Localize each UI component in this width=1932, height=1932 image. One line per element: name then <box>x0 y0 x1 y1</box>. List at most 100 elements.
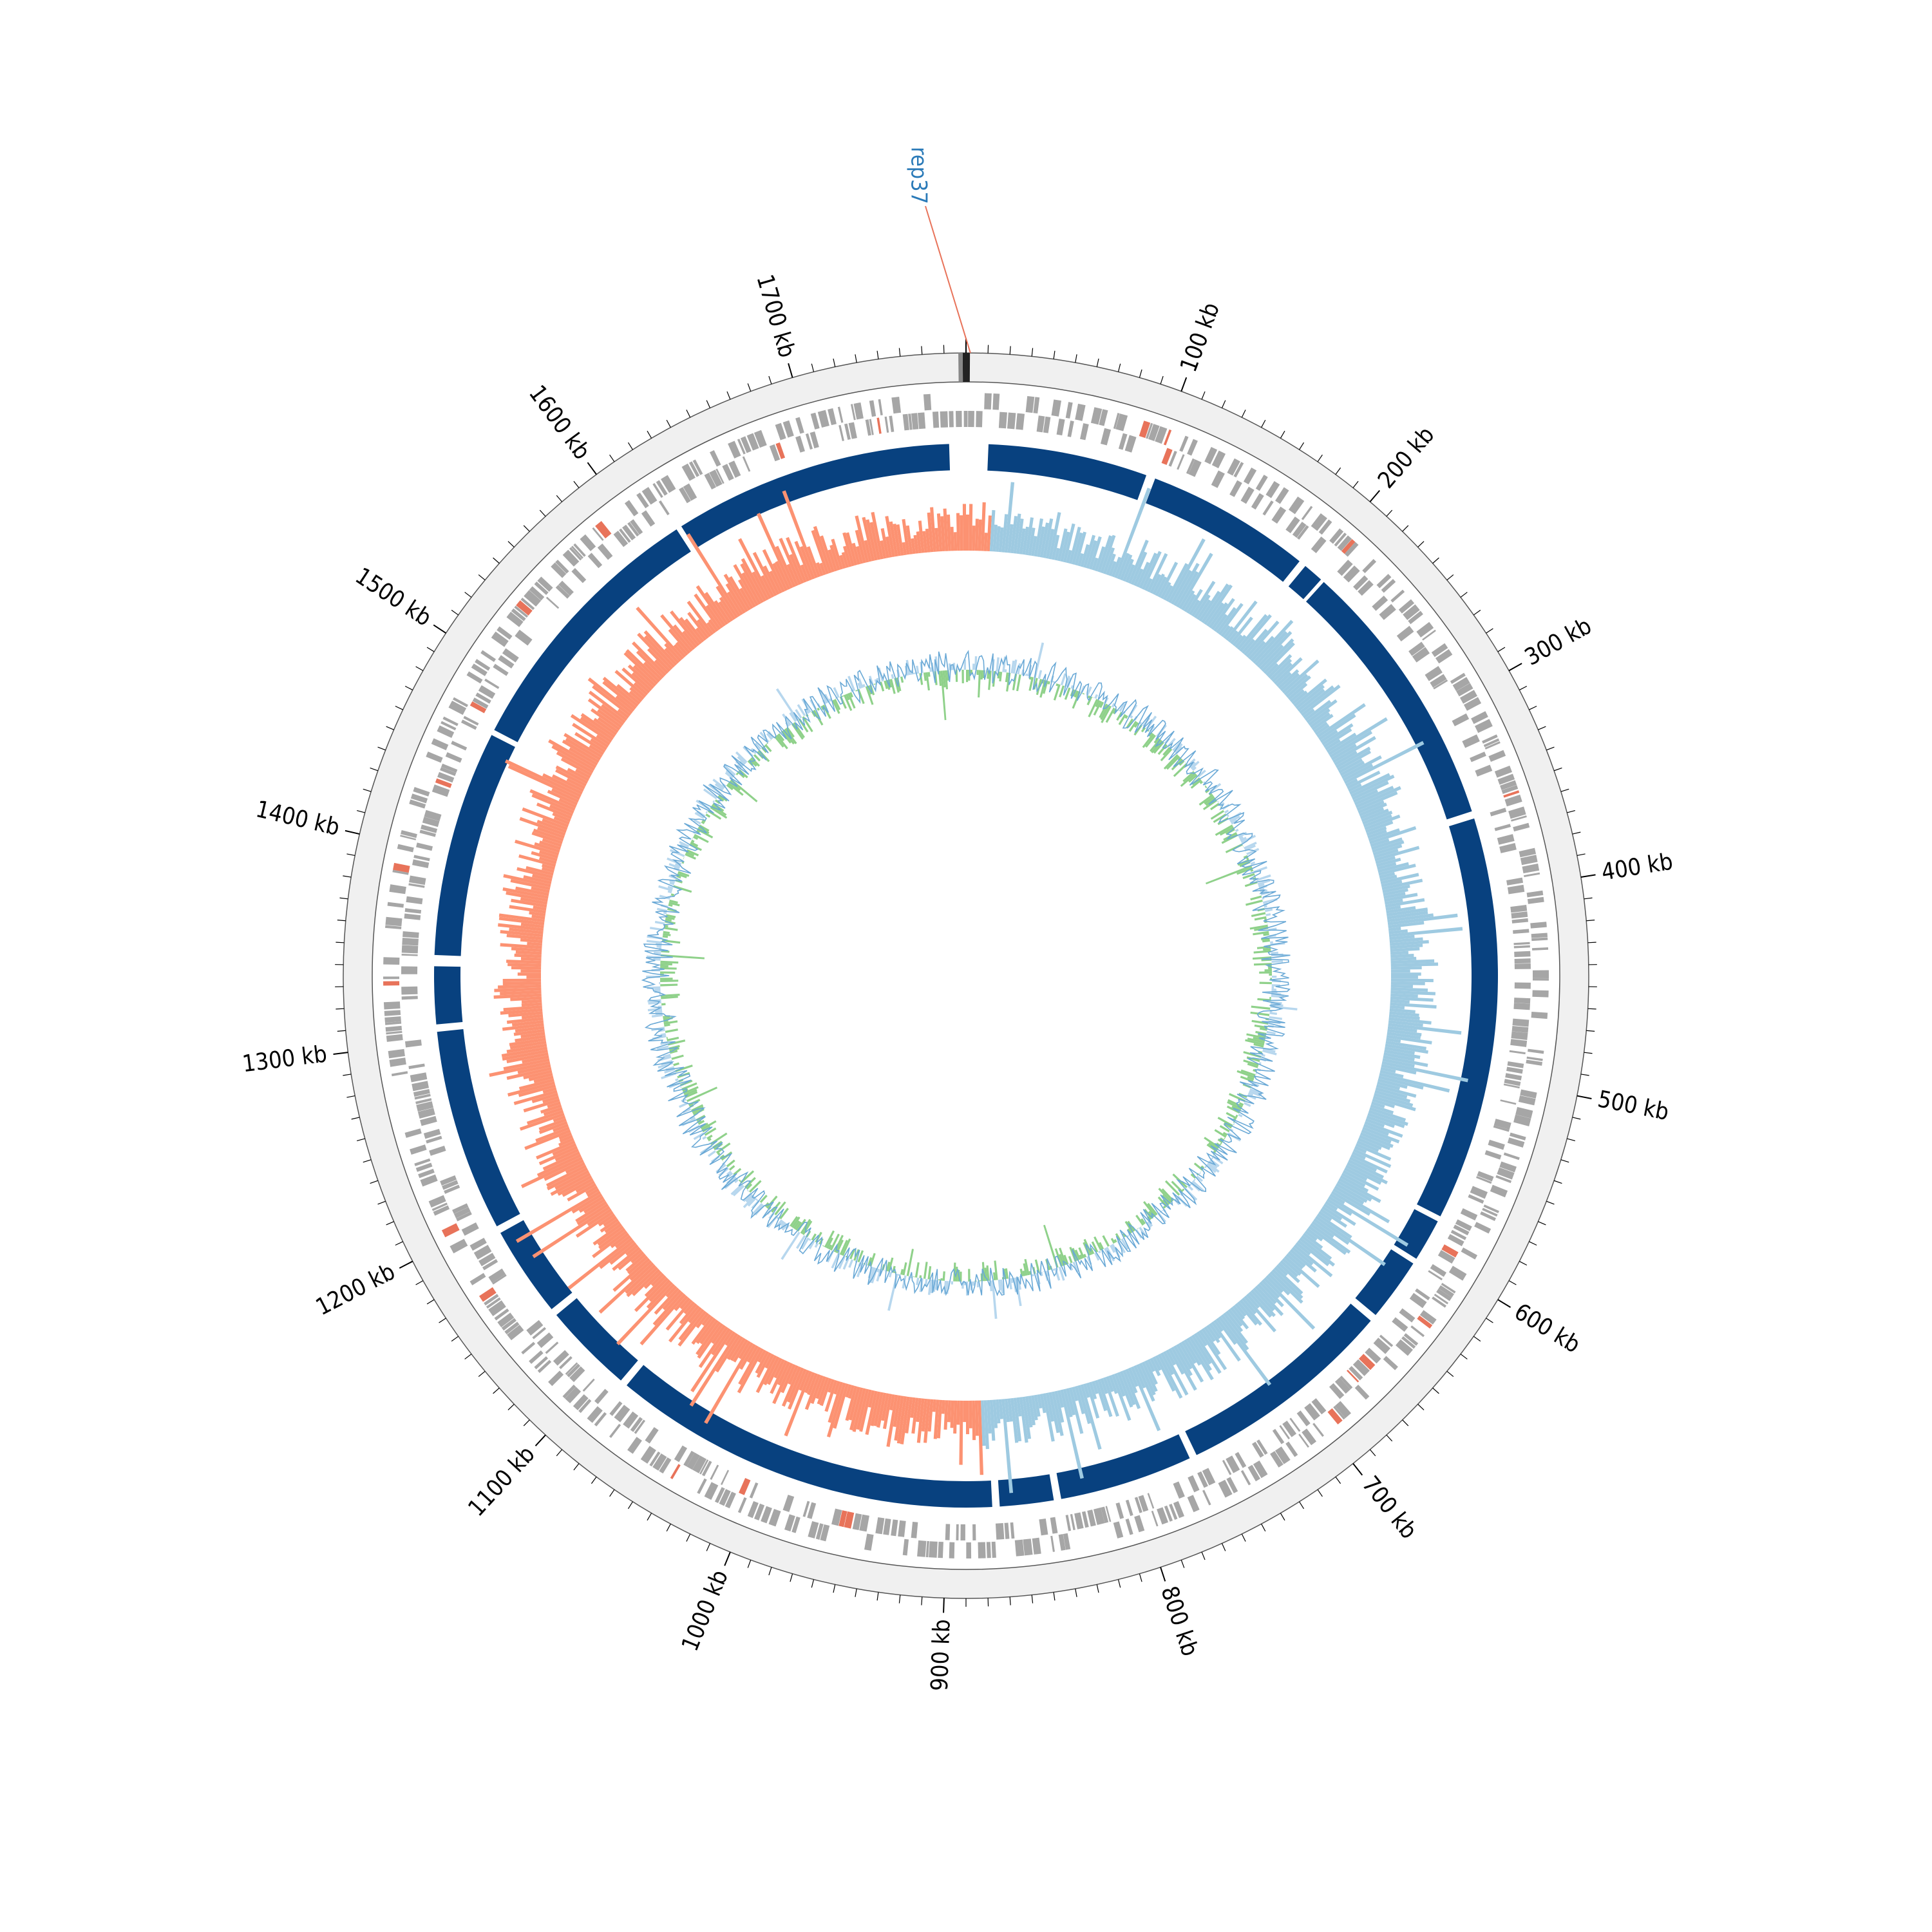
gc-skew-positive <box>1204 584 1233 625</box>
gc-skew-negative <box>644 635 676 668</box>
gc-content-bar <box>1246 1056 1260 1063</box>
gc-skew-positive <box>1388 927 1463 938</box>
minor-tick <box>1386 1434 1393 1442</box>
gc-skew-negative <box>500 930 544 938</box>
gc-content-bar <box>1247 1092 1254 1096</box>
gene-feature <box>428 1195 446 1208</box>
gc-skew-negative <box>632 665 656 687</box>
gene-feature <box>1252 1441 1264 1458</box>
gc-content-bar <box>1254 927 1269 931</box>
gene-feature <box>917 1540 927 1557</box>
gc-content-bar <box>656 945 662 948</box>
gc-skew-negative <box>649 1279 671 1302</box>
gc-skew-negative <box>956 513 960 551</box>
gc-skew-positive <box>1366 826 1387 836</box>
gc-skew-negative <box>673 624 696 650</box>
gene-feature <box>410 1072 428 1083</box>
minor-tick <box>1139 369 1142 378</box>
gc-skew-positive <box>1331 1190 1371 1216</box>
gc-skew-positive <box>1016 518 1024 554</box>
gene-feature <box>1482 1208 1498 1217</box>
gc-content-bar <box>1249 1088 1263 1095</box>
gc-skew-negative <box>880 540 887 559</box>
homology-block <box>627 1365 992 1508</box>
minor-tick <box>1160 375 1164 384</box>
gc-skew-positive <box>1111 556 1122 578</box>
gc-skew-negative <box>845 1384 852 1398</box>
gene-feature <box>1531 937 1548 942</box>
gc-skew-negative <box>741 558 767 602</box>
gc-skew-positive <box>1007 1398 1013 1422</box>
gc-skew-negative <box>560 757 592 777</box>
gc-skew-positive <box>992 524 998 552</box>
gc-content-bar <box>675 1078 679 1082</box>
gc-skew-positive <box>1218 1316 1272 1387</box>
gc-skew-positive <box>1183 594 1197 612</box>
gc-content-bar <box>1250 895 1262 901</box>
minor-tick <box>1299 1501 1305 1510</box>
gc-skew-negative <box>773 1359 785 1379</box>
gc-skew-positive <box>1285 675 1311 698</box>
gc-skew-negative <box>558 798 577 808</box>
minor-tick <box>404 685 413 690</box>
minor-tick <box>1529 705 1537 710</box>
gene-feature <box>932 412 940 428</box>
gc-content-bar <box>1244 1102 1251 1107</box>
gene-feature <box>1301 506 1313 520</box>
gc-skew-positive <box>1387 913 1434 923</box>
gc-content-bar <box>739 1179 741 1182</box>
gc-content-bar <box>667 886 674 889</box>
gc-skew-positive <box>1173 1345 1193 1376</box>
gc-skew-positive <box>1390 959 1435 964</box>
gc-skew-positive <box>1390 1005 1405 1010</box>
gc-skew-negative <box>589 744 604 756</box>
gene-feature <box>995 1523 1005 1540</box>
gc-content-bar <box>1060 673 1066 686</box>
gene-feature <box>1265 480 1280 498</box>
gc-skew-positive <box>1223 626 1234 639</box>
rna-feature <box>1327 1408 1343 1425</box>
gc-skew-positive <box>1354 1146 1367 1154</box>
gc-skew-negative <box>800 564 810 582</box>
gene-feature <box>431 784 450 797</box>
gc-content-bar <box>1094 1236 1103 1251</box>
gc-content-bar <box>1147 1220 1153 1227</box>
major-tick <box>345 829 360 835</box>
gc-skew-positive <box>1380 1066 1396 1074</box>
gc-skew-negative <box>966 514 969 551</box>
gc-skew-negative <box>637 632 673 670</box>
gc-content-bar <box>1141 1218 1146 1225</box>
gc-content-bar <box>677 871 690 877</box>
gc-content-bar <box>849 692 854 698</box>
gene-feature <box>1334 1378 1351 1394</box>
gc-content-bar <box>660 980 679 982</box>
gc-skew-negative <box>859 1389 872 1432</box>
gc-skew-negative <box>828 1381 844 1423</box>
gene-feature <box>1058 1534 1066 1551</box>
gc-skew-positive <box>1358 800 1385 814</box>
gene-feature <box>1247 1464 1260 1482</box>
gene-feature <box>795 435 805 453</box>
gc-content-bar <box>722 1160 724 1162</box>
gc-skew-negative <box>559 1135 573 1143</box>
gc-skew-negative <box>810 1375 824 1405</box>
gene-feature <box>679 487 691 504</box>
minor-tick <box>337 1030 346 1032</box>
gc-skew-positive <box>1114 1372 1126 1397</box>
gc-skew-negative <box>864 540 872 562</box>
gc-content-bar <box>805 709 810 714</box>
gene-feature <box>1408 641 1425 656</box>
gene-feature <box>728 460 741 478</box>
gc-skew-negative <box>902 518 910 555</box>
gene-feature <box>1527 896 1544 904</box>
gc-content-bar <box>1173 743 1183 753</box>
rna-feature <box>775 442 786 459</box>
gene-feature <box>641 487 658 505</box>
minor-tick <box>686 1533 691 1542</box>
gene-feature <box>737 1497 747 1513</box>
gc-skew-positive <box>1048 1392 1060 1434</box>
gc-content-bar <box>1047 681 1050 685</box>
gc-skew-positive <box>1278 1262 1300 1283</box>
feature-label[interactable]: rep37 <box>906 147 932 204</box>
gc-skew-negative <box>833 1383 849 1429</box>
